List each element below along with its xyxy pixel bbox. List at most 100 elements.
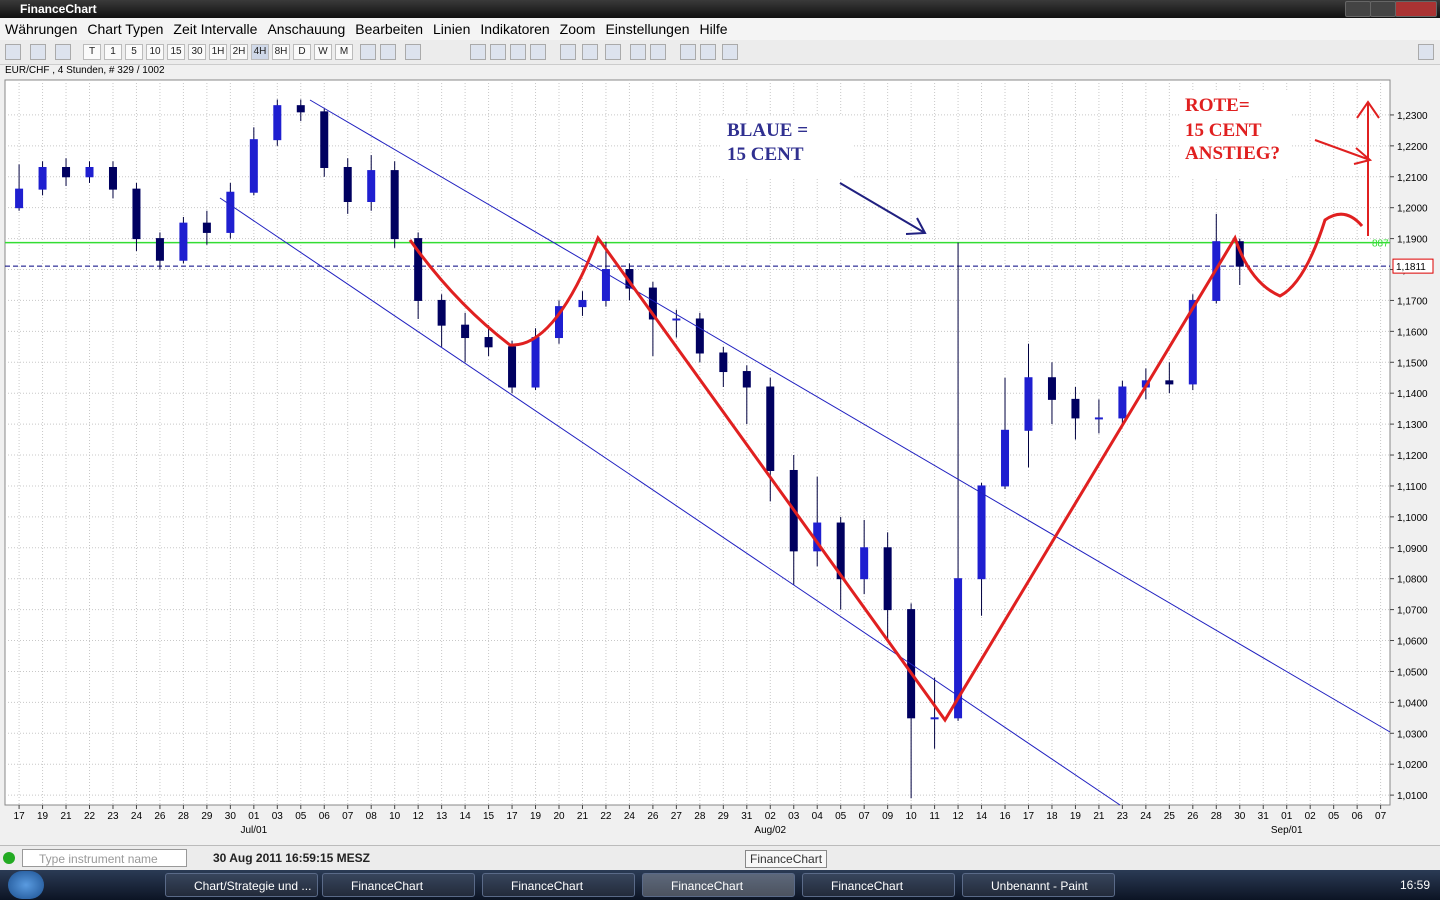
x-tick-label: 13 bbox=[436, 811, 448, 822]
y-tick-label: 1,2000 bbox=[1397, 204, 1428, 215]
taskbar-item[interactable]: Unbenannt - Paint bbox=[962, 873, 1115, 897]
maximize-button[interactable] bbox=[1370, 1, 1396, 17]
taskbar-item[interactable]: FinanceChart bbox=[642, 873, 795, 897]
candle-body bbox=[578, 299, 587, 308]
toolbar-icon[interactable] bbox=[470, 44, 486, 60]
candle-body bbox=[508, 346, 517, 388]
y-tick-label: 1,1000 bbox=[1397, 513, 1428, 524]
timeframe-button[interactable]: T bbox=[83, 44, 101, 60]
status-bar: Type instrument name 30 Aug 2011 16:59:1… bbox=[0, 845, 1440, 871]
candle-body bbox=[930, 717, 939, 720]
x-tick-label: 07 bbox=[342, 811, 354, 822]
instrument-search[interactable]: Type instrument name bbox=[22, 849, 187, 867]
timeframe-button[interactable]: 1 bbox=[104, 44, 122, 60]
timeframe-button[interactable]: 30 bbox=[188, 44, 206, 60]
menu-item[interactable]: Chart Typen bbox=[87, 21, 164, 37]
toolbar-icon[interactable] bbox=[700, 44, 716, 60]
candle-body bbox=[343, 166, 352, 203]
start-button[interactable] bbox=[8, 871, 44, 899]
x-tick-label: 19 bbox=[1070, 811, 1082, 822]
toolbar-icon[interactable] bbox=[5, 44, 21, 60]
toolbar-icon[interactable] bbox=[1418, 44, 1434, 60]
candle-body bbox=[437, 299, 446, 326]
toolbar-icon[interactable] bbox=[510, 44, 526, 60]
menu-item[interactable]: Währungen bbox=[5, 21, 78, 37]
y-tick-label: 1,1900 bbox=[1397, 235, 1428, 246]
toolbar-icon[interactable] bbox=[560, 44, 576, 60]
toolbar-icon[interactable] bbox=[530, 44, 546, 60]
toolbar-icon[interactable] bbox=[680, 44, 696, 60]
x-tick-label: 07 bbox=[1375, 811, 1387, 822]
menu-item[interactable]: Zoom bbox=[559, 21, 596, 37]
taskbar-item[interactable]: Chart/Strategie und ... bbox=[165, 873, 318, 897]
x-tick-label: 30 bbox=[1234, 811, 1246, 822]
x-tick-label: 26 bbox=[647, 811, 659, 822]
toolbar-icon[interactable] bbox=[650, 44, 666, 60]
toolbar-icon[interactable] bbox=[55, 44, 71, 60]
x-tick-label: 02 bbox=[1305, 811, 1317, 822]
taskbar-item[interactable]: FinanceChart bbox=[482, 873, 635, 897]
timeframe-button[interactable]: 1H bbox=[209, 44, 227, 60]
timeframe-button[interactable]: 15 bbox=[167, 44, 185, 60]
blue-arrow bbox=[839, 182, 927, 235]
y-tick-label: 1,0700 bbox=[1397, 606, 1428, 617]
x-tick-label: 04 bbox=[812, 811, 824, 822]
menu-item[interactable]: Anschauung bbox=[267, 21, 346, 37]
timeframe-button[interactable]: 10 bbox=[146, 44, 164, 60]
timeframe-button[interactable]: M bbox=[335, 44, 353, 60]
timeframe-button[interactable]: D bbox=[293, 44, 311, 60]
candle-body bbox=[648, 287, 657, 320]
price-label-box bbox=[1392, 258, 1434, 274]
y-tick-label: 1,0200 bbox=[1397, 760, 1428, 771]
taskbar-item[interactable]: FinanceChart bbox=[322, 873, 475, 897]
x-tick-label: 29 bbox=[718, 811, 730, 822]
candle-body bbox=[320, 111, 329, 168]
toolbar-icon[interactable] bbox=[30, 44, 46, 60]
candle-body bbox=[860, 547, 869, 580]
toolbar-icon[interactable] bbox=[380, 44, 396, 60]
timeframe-button[interactable]: W bbox=[314, 44, 332, 60]
annotation: 15 CENT bbox=[727, 144, 804, 165]
toolbar-icon[interactable] bbox=[490, 44, 506, 60]
month-label: Aug/02 bbox=[754, 825, 786, 836]
candle-body bbox=[766, 386, 775, 471]
timeframe-button[interactable]: 8H bbox=[272, 44, 290, 60]
x-tick-label: 21 bbox=[577, 811, 589, 822]
menu-item[interactable]: Zeit Intervalle bbox=[173, 21, 258, 37]
taskbar-item[interactable]: FinanceChart bbox=[802, 873, 955, 897]
annotation: 15 CENT bbox=[1185, 120, 1262, 141]
x-tick-label: 01 bbox=[248, 811, 260, 822]
timeframe-button[interactable]: 2H bbox=[230, 44, 248, 60]
timeframe-button[interactable]: 4H bbox=[251, 44, 269, 60]
menu-item[interactable]: Hilfe bbox=[699, 21, 728, 37]
toolbar-icon[interactable] bbox=[360, 44, 376, 60]
y-tick-label: 1,0400 bbox=[1397, 698, 1428, 709]
minimize-button[interactable] bbox=[1345, 1, 1371, 17]
toolbar-icon[interactable] bbox=[405, 44, 421, 60]
timeframe-button[interactable]: 5 bbox=[125, 44, 143, 60]
close-button[interactable] bbox=[1395, 1, 1437, 17]
candle-body bbox=[226, 191, 235, 233]
menu-item[interactable]: Linien bbox=[433, 21, 471, 37]
toolbar-icon[interactable] bbox=[630, 44, 646, 60]
menu-item[interactable]: Einstellungen bbox=[605, 21, 690, 37]
toolbar-icon[interactable] bbox=[722, 44, 738, 60]
menu-item[interactable]: Indikatoren bbox=[480, 21, 550, 37]
menu-item[interactable]: Bearbeiten bbox=[355, 21, 424, 37]
y-tick-label: 1,0300 bbox=[1397, 729, 1428, 740]
candle-body bbox=[155, 238, 164, 261]
x-tick-label: 05 bbox=[1328, 811, 1340, 822]
toolbar-icon[interactable] bbox=[605, 44, 621, 60]
x-tick-label: 02 bbox=[765, 811, 777, 822]
y-tick-label: 1,0600 bbox=[1397, 637, 1428, 648]
x-tick-label: 10 bbox=[906, 811, 918, 822]
x-tick-label: 03 bbox=[788, 811, 800, 822]
x-tick-label: 14 bbox=[976, 811, 988, 822]
x-tick-label: 14 bbox=[460, 811, 472, 822]
x-tick-label: 19 bbox=[37, 811, 49, 822]
candle-body bbox=[1047, 377, 1056, 400]
candle-body bbox=[132, 188, 141, 240]
candle-body bbox=[1024, 377, 1033, 431]
toolbar-icon[interactable] bbox=[582, 44, 598, 60]
chart: BLAUE = 15 CENT ROTE= 15 CENT ANSTIEG? 1… bbox=[4, 79, 1434, 836]
